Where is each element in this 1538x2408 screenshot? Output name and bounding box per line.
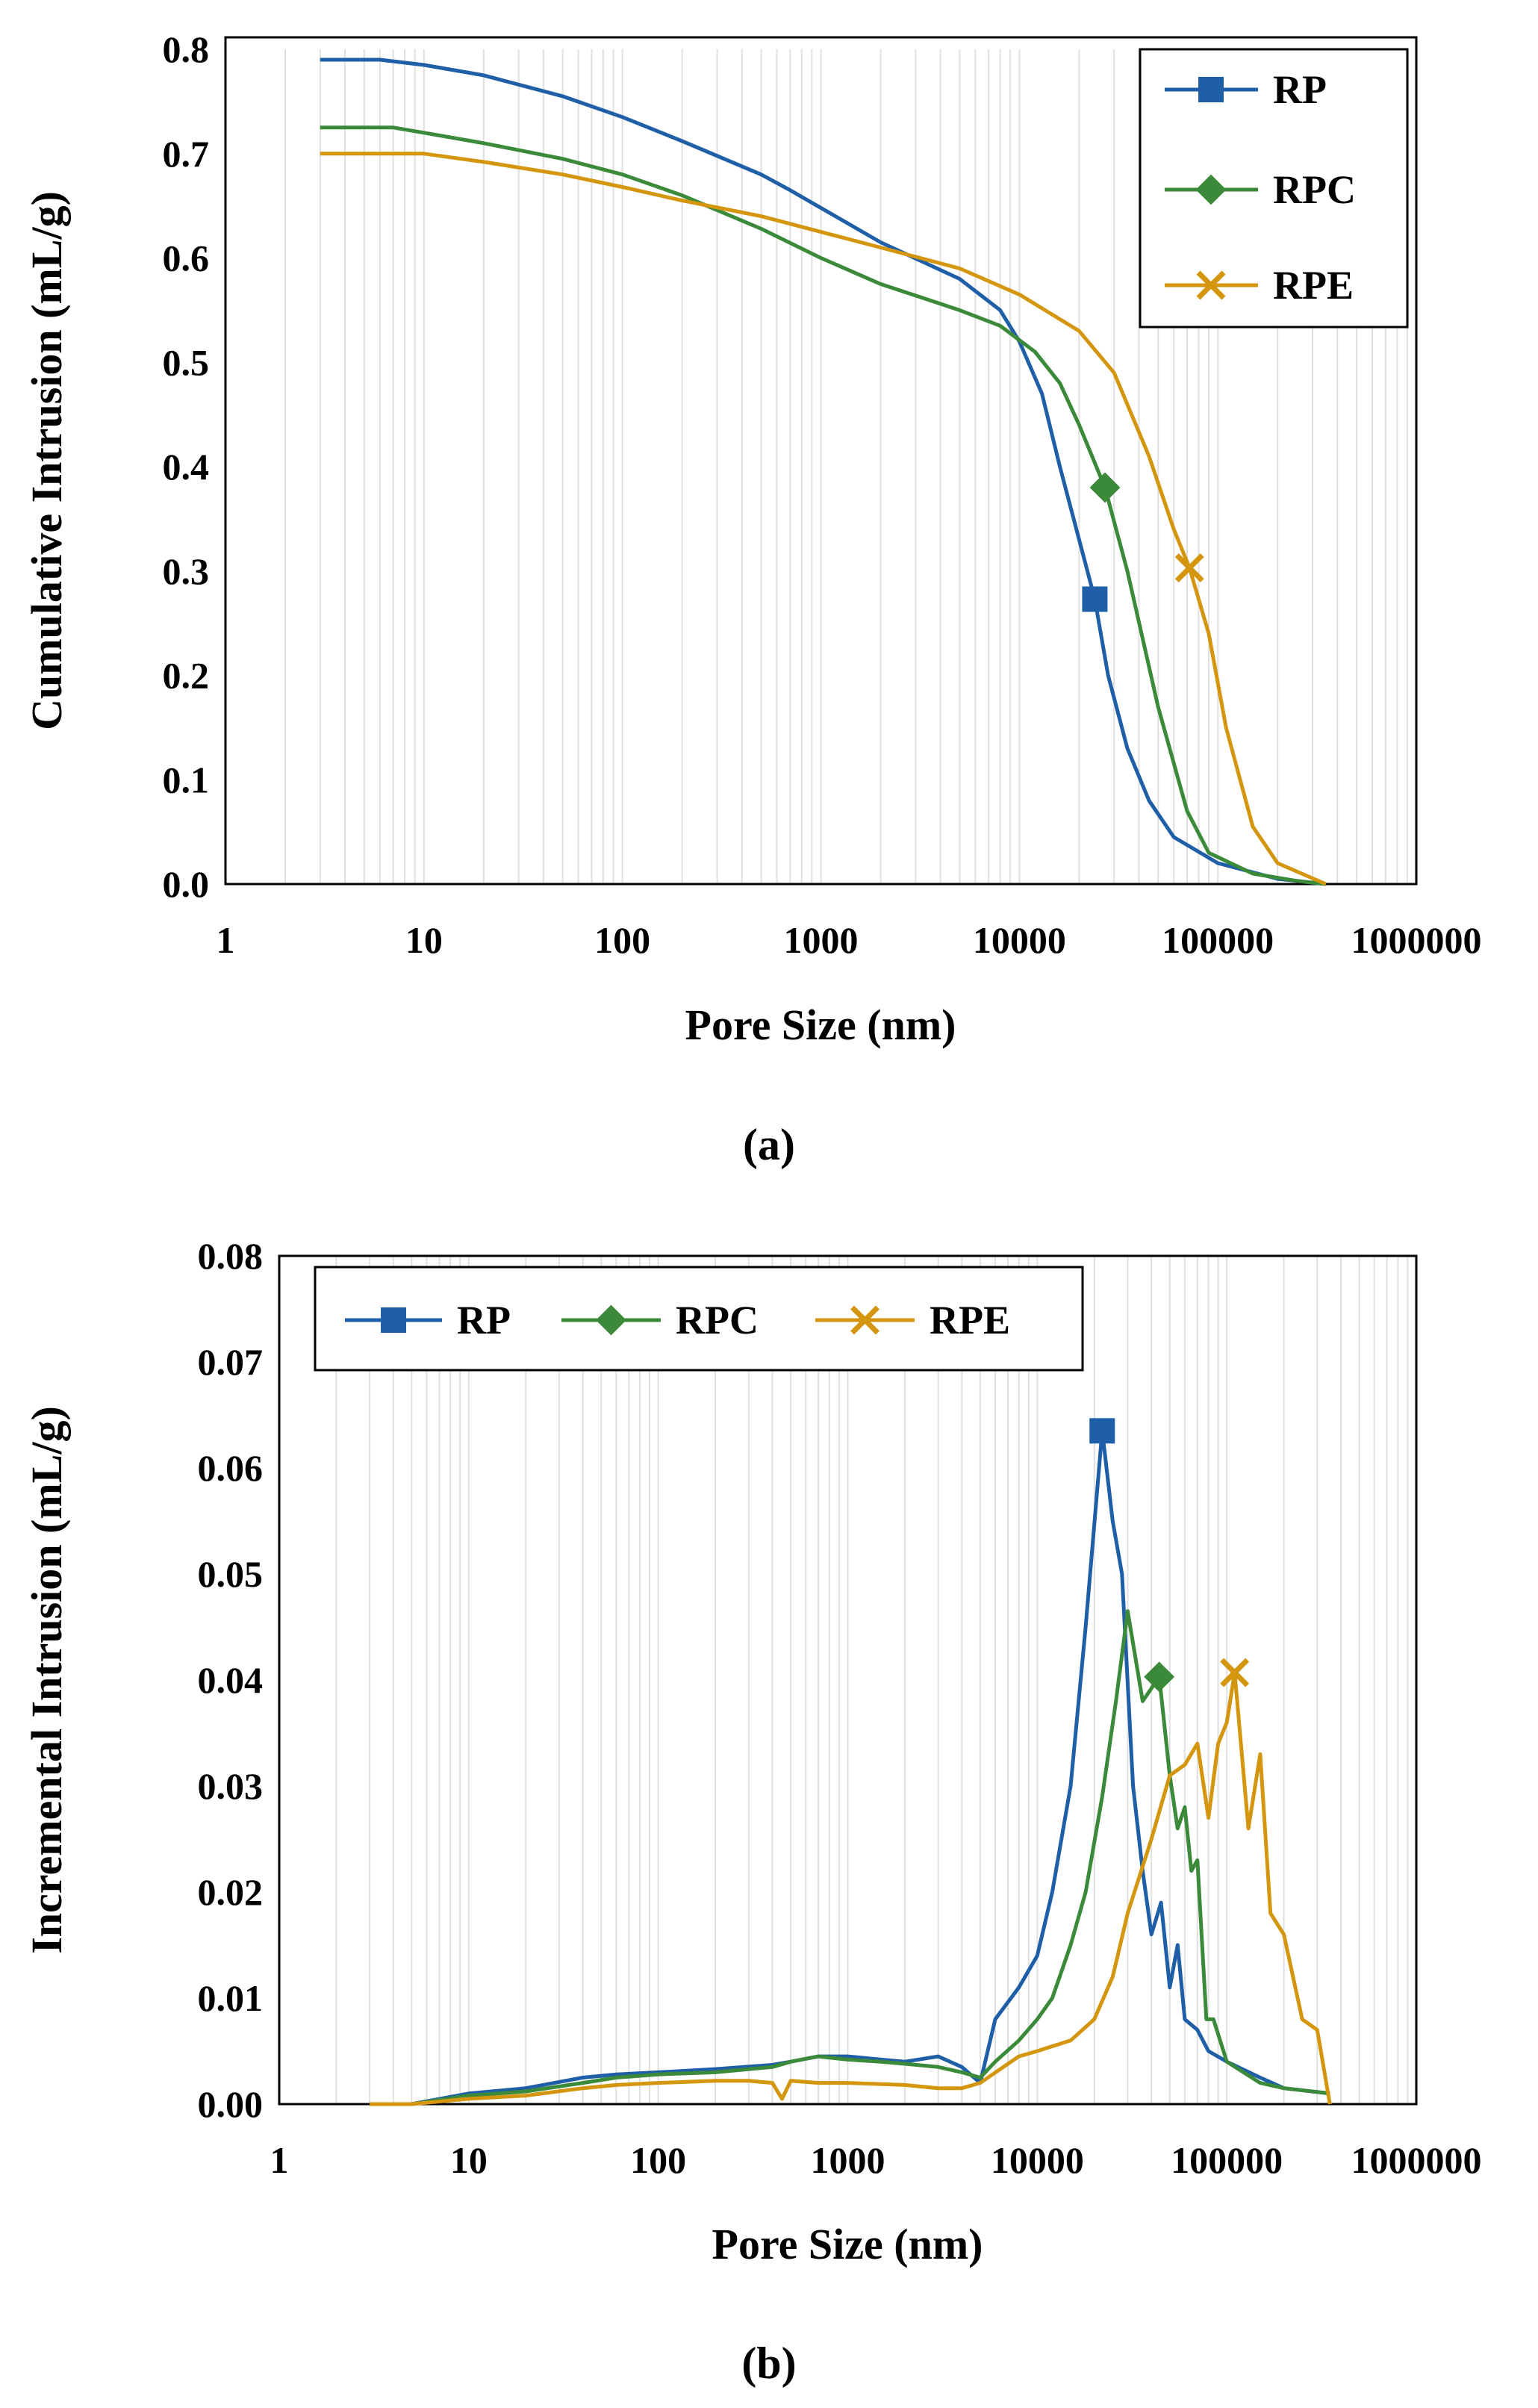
panel-b-y-tick-8: 0.08 — [198, 1235, 264, 1277]
panel-a-legend-label-rpc: RPC — [1273, 167, 1356, 212]
panel-a-caption: (a) — [743, 1120, 795, 1169]
panel-b-series — [370, 1418, 1332, 2106]
panel-b-y-tick-3: 0.03 — [198, 1765, 264, 1807]
panel-a-legend-marker-rpe — [1196, 270, 1226, 300]
panel-b-x-tick-4: 10000 — [991, 2139, 1084, 2181]
panel-b-series-rpc-marker — [1144, 1661, 1175, 1693]
panel-b-x-axis-label: Pore Size (nm) — [712, 2220, 983, 2268]
panel-b-caption: (b) — [741, 2339, 796, 2388]
panel-b-plot-frame — [278, 1254, 1418, 2106]
panel-a-series — [320, 57, 1327, 886]
panel-a-x-tick-3: 1000 — [784, 919, 859, 961]
panel-a-x-axis-label: Pore Size (nm) — [685, 1001, 956, 1049]
panel-b-y-tick-4: 0.04 — [198, 1659, 264, 1701]
panel-b-legend: RP RPC RPE — [314, 1266, 1084, 1372]
panel-b-legend-swatches — [345, 1304, 915, 1336]
panel-a-y-axis-label: Cumulative Intrusion (mL/g) — [22, 191, 71, 730]
panel-b-x-tick-labels: 1 10 100 1000 10000 100000 1000000 — [270, 2139, 1482, 2181]
panel-b-series-rpe-line — [370, 1670, 1332, 2106]
panel-b-x-tick-1: 10 — [450, 2139, 488, 2181]
panel-a-legend-swatches — [1165, 77, 1258, 300]
panel-a-legend: RP RPC RPE — [1139, 48, 1409, 329]
panel-a-x-tick-1: 10 — [405, 919, 443, 961]
panel-b-incremental-intrusion: 0.00 0.01 0.02 0.03 0.04 0.05 0.06 0.07 0.08 1 10… — [22, 1235, 1482, 2388]
panel-a-x-tick-2: 100 — [594, 919, 650, 961]
panel-a-legend-label-rp: RP — [1273, 67, 1327, 112]
panel-b-legend-marker-rp — [381, 1307, 406, 1333]
panel-b-legend-marker-rpe — [850, 1305, 879, 1335]
panel-a-series-rpc-marker — [1089, 472, 1121, 503]
panel-b-x-tick-3: 1000 — [811, 2139, 885, 2181]
panel-a-series-rp-marker — [1082, 586, 1108, 612]
panel-b-series-rp-line — [370, 1428, 1330, 2106]
panel-b-y-tick-6: 0.06 — [198, 1447, 264, 1489]
panel-b-x-tick-5: 100000 — [1171, 2139, 1283, 2181]
panel-a-series-rp-line — [320, 57, 1327, 886]
panel-a-y-tick-6: 0.6 — [163, 237, 210, 279]
panel-b-x-tick-0: 1 — [270, 2139, 289, 2181]
panel-a-x-tick-labels: 1 10 100 1000 10000 100000 1000000 — [217, 919, 1482, 961]
panel-a-y-tick-1: 0.1 — [163, 759, 210, 800]
panel-a-y-tick-3: 0.3 — [163, 550, 210, 592]
panel-a-legend-label-rpe: RPE — [1273, 263, 1354, 308]
panel-b-series-rpc-line — [370, 1609, 1330, 2106]
panel-a-y-tick-4: 0.4 — [163, 446, 210, 488]
panel-b-series-rp-marker — [1089, 1418, 1115, 1444]
panel-b-legend-label-rpc: RPC — [676, 1298, 759, 1343]
panel-b-y-tick-7: 0.07 — [198, 1341, 264, 1383]
panel-a-legend-marker-rpc — [1195, 174, 1227, 205]
panel-a-y-tick-8: 0.8 — [163, 28, 210, 70]
panel-b-y-tick-5: 0.05 — [198, 1553, 264, 1595]
panel-b-y-tick-labels: 0.00 0.01 0.02 0.03 0.04 0.05 0.06 0.07 0.08 — [198, 1235, 264, 2125]
panel-b-y-tick-2: 0.02 — [198, 1871, 264, 1913]
panel-a-series-rpe-line — [320, 152, 1327, 886]
panel-a-x-tick-6: 1000000 — [1351, 919, 1482, 961]
panel-a-x-tick-0: 1 — [217, 919, 235, 961]
panel-b-y-tick-0: 0.00 — [198, 2083, 264, 2125]
panel-a-y-tick-labels: 0.0 0.1 0.2 0.3 0.4 0.5 0.6 0.7 0.8 — [163, 28, 210, 905]
panel-b-gridlines — [335, 1256, 1409, 2104]
panel-b-series-rpe-marker — [1220, 1658, 1250, 1687]
panel-b-legend-label-rpe: RPE — [930, 1298, 1010, 1343]
panel-a-y-tick-7: 0.7 — [163, 133, 210, 175]
panel-a-cumulative-intrusion: 0.0 0.1 0.2 0.3 0.4 0.5 0.6 0.7 0.8 1 10 100 1000 10… — [22, 28, 1482, 1169]
panel-a-y-tick-0: 0.0 — [163, 863, 210, 905]
panel-b-x-tick-6: 1000000 — [1351, 2139, 1482, 2181]
panel-a-y-tick-5: 0.5 — [163, 341, 210, 383]
panel-a-legend-marker-rp — [1198, 77, 1224, 102]
panel-b-y-axis-label: Incremental Intrusion (mL/g) — [22, 1406, 71, 1954]
panel-a-series-rpe-marker — [1174, 553, 1204, 583]
panel-a-y-tick-2: 0.2 — [163, 655, 210, 697]
panel-b-legend-box — [314, 1266, 1084, 1372]
panel-b-legend-label-rp: RP — [457, 1298, 511, 1343]
panel-a-x-tick-4: 10000 — [973, 919, 1066, 961]
panel-a-plot-frame — [224, 36, 1418, 886]
panel-a-gridlines — [284, 49, 1408, 884]
panel-a-x-tick-5: 100000 — [1162, 919, 1274, 961]
panel-b-x-tick-2: 100 — [630, 2139, 686, 2181]
panel-b-y-tick-1: 0.01 — [198, 1977, 264, 2019]
panel-b-legend-marker-rpc — [596, 1304, 626, 1336]
panel-a-series-rpc-line — [320, 125, 1327, 886]
